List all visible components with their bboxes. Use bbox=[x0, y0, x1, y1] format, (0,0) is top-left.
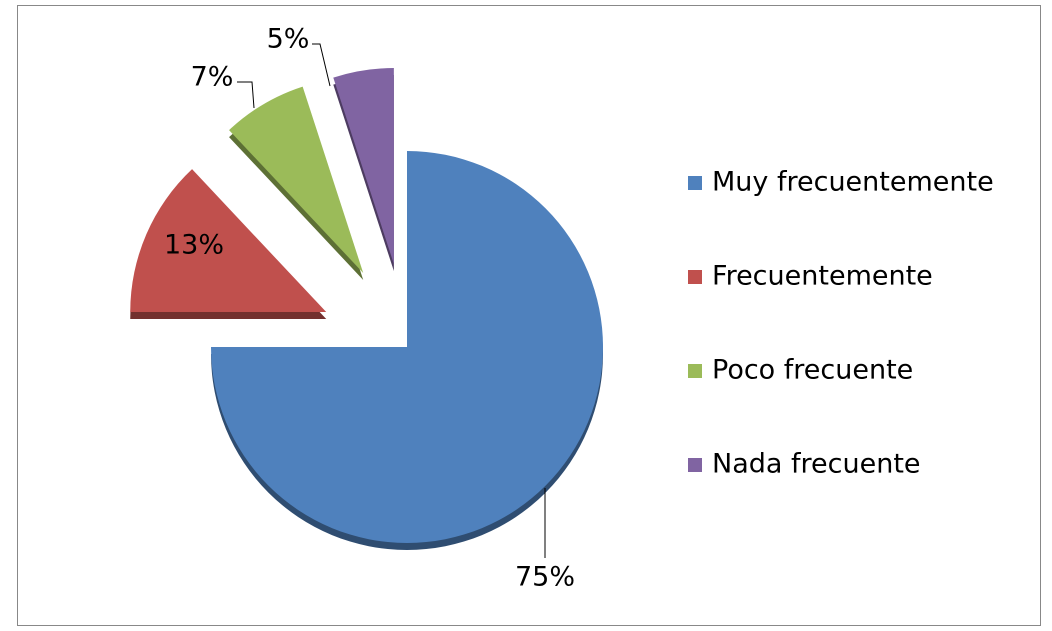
data-label: 5% bbox=[267, 24, 310, 55]
legend-label: Nada frecuente bbox=[712, 449, 921, 480]
data-label: 75% bbox=[515, 562, 575, 593]
slice bbox=[229, 86, 364, 273]
slice bbox=[333, 68, 394, 265]
legend-label: Frecuentemente bbox=[712, 261, 933, 292]
data-label: 13% bbox=[164, 230, 224, 261]
leader-line bbox=[312, 43, 331, 87]
slice bbox=[211, 151, 603, 543]
slice bbox=[130, 169, 327, 313]
legend-swatch bbox=[688, 270, 702, 284]
legend-swatch bbox=[688, 458, 702, 472]
legend-label: Muy frecuentemente bbox=[712, 167, 994, 198]
legend-label: Poco frecuente bbox=[712, 355, 913, 386]
leader-line bbox=[237, 81, 255, 109]
legend-swatch bbox=[688, 364, 702, 378]
legend-swatch bbox=[688, 176, 702, 190]
data-label: 7% bbox=[191, 62, 234, 93]
